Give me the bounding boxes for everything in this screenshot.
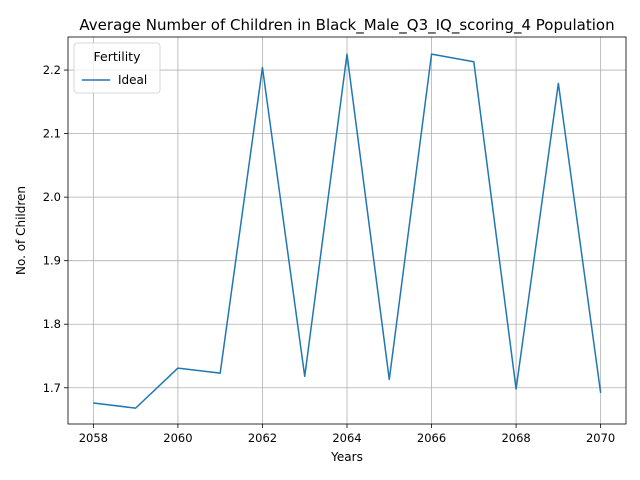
legend-title: Fertility bbox=[94, 49, 142, 64]
y-tick-label: 2.2 bbox=[43, 63, 61, 77]
legend: Fertility Ideal bbox=[73, 42, 161, 94]
chart-title: Average Number of Children in Black_Male… bbox=[79, 16, 614, 35]
x-axis-label: Years bbox=[330, 450, 363, 464]
x-axis: 2058 2060 2062 2064 2066 2068 2070 bbox=[79, 424, 615, 445]
y-tick-label: 2.0 bbox=[43, 190, 61, 204]
grid bbox=[68, 37, 626, 424]
y-tick-label: 1.9 bbox=[43, 254, 61, 268]
x-tick-label: 2062 bbox=[248, 431, 277, 445]
series-layer bbox=[93, 53, 602, 409]
x-tick-label: 2060 bbox=[163, 431, 192, 445]
y-tick-label: 1.8 bbox=[43, 317, 61, 331]
y-axis-label: No. of Children bbox=[14, 186, 28, 275]
series-line-ideal bbox=[93, 53, 602, 409]
y-tick-label: 2.1 bbox=[43, 127, 61, 141]
y-axis: 1.7 1.8 1.9 2.0 2.1 2.2 bbox=[43, 63, 68, 395]
x-tick-label: 2066 bbox=[417, 431, 446, 445]
x-tick-label: 2058 bbox=[79, 431, 108, 445]
x-tick-label: 2068 bbox=[501, 431, 530, 445]
plot-area bbox=[67, 36, 627, 425]
x-tick-label: 2070 bbox=[586, 431, 615, 445]
legend-label-ideal: Ideal bbox=[118, 73, 147, 87]
y-tick-label: 1.7 bbox=[43, 381, 61, 395]
x-tick-label: 2064 bbox=[332, 431, 361, 445]
